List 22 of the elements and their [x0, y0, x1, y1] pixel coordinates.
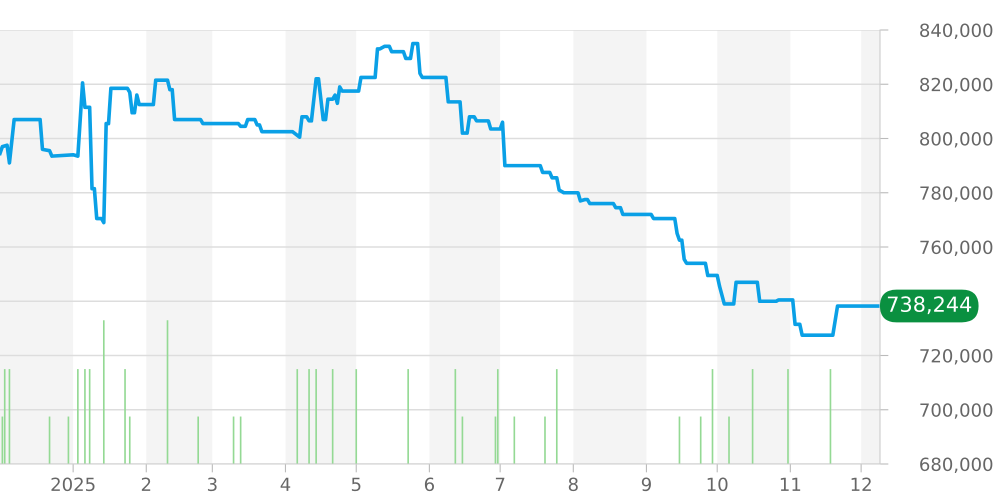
y-tick-label: 720,000 — [920, 348, 992, 364]
annotation: 738,244 — [888, 296, 972, 314]
x-tick-label: 10 — [708, 478, 728, 492]
x-tick-label: 3 — [208, 478, 217, 492]
x-tick-label: 5 — [352, 478, 360, 492]
y-tick-label: 800,000 — [920, 132, 992, 148]
x-tick-label: 2 — [142, 478, 150, 491]
y-tick-label: 680,000 — [920, 457, 992, 473]
y-tick-label: 760,000 — [920, 240, 992, 256]
y-tick-label: 840,000 — [920, 23, 992, 39]
x-tick-label: 2025 — [51, 478, 95, 492]
line-series — [0, 42, 880, 337]
x-tick-label: 8 — [568, 478, 578, 492]
x-tick-label: 11 — [780, 478, 800, 491]
y-tick-label: 820,000 — [920, 78, 992, 94]
x-tick-label: 7 — [496, 478, 504, 491]
y-tick-label: 700,000 — [920, 403, 992, 419]
x-tick-label: 9 — [642, 478, 651, 492]
x-tick-label: 4 — [280, 478, 290, 491]
y-tick-label: 780,000 — [920, 186, 992, 202]
x-tick-label: 6 — [424, 478, 434, 492]
x-tick-label: 12 — [852, 478, 871, 491]
